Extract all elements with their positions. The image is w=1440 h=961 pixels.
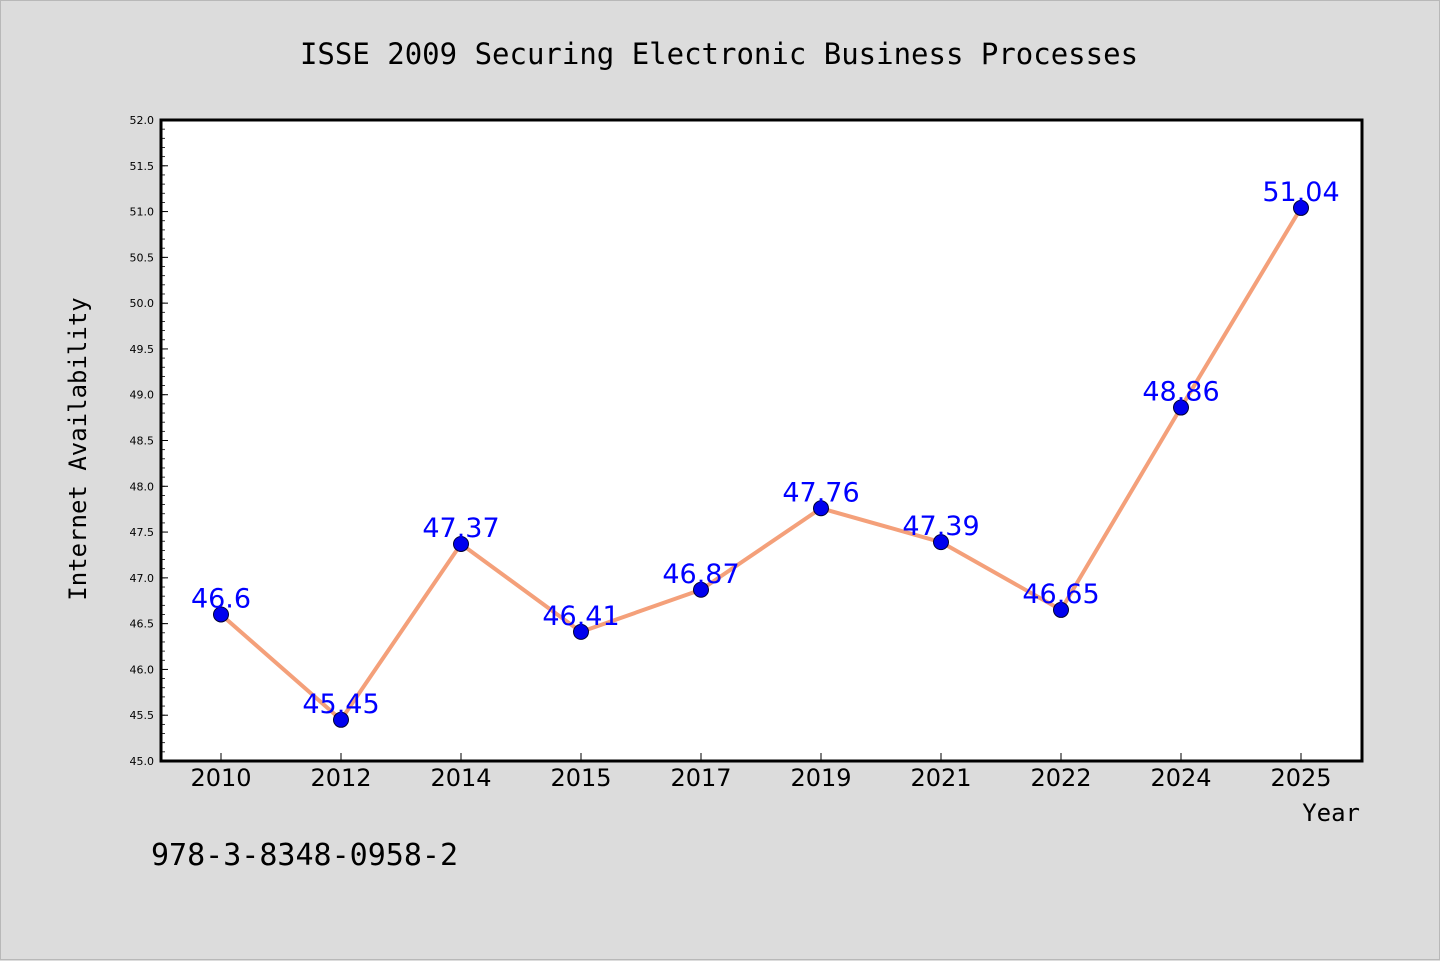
x-tick-label: 2010 [190,764,251,792]
chart-title: ISSE 2009 Securing Electronic Business P… [300,37,1138,71]
data-label: 51.04 [1262,177,1339,208]
y-tick-label: 50.0 [130,297,155,310]
data-label: 46.87 [662,559,739,590]
y-tick-label: 48.0 [130,480,155,493]
plot-area [159,118,1364,763]
data-label: 46.65 [1022,579,1099,610]
y-tick-label: 46.0 [130,663,155,676]
x-tick-label: 2012 [310,764,371,792]
y-tick-label: 45.0 [130,755,155,768]
data-point [813,500,829,517]
y-axis-label: Internet Availability [64,297,92,600]
data-label: 46.41 [542,601,619,632]
data-point [453,535,469,552]
data-point [933,534,949,551]
x-tick-label: 2015 [550,764,611,792]
y-tick-label: 46.5 [130,618,155,631]
y-tick-label: 52.0 [130,114,155,127]
data-point [1173,399,1189,416]
data-label: 47.37 [422,513,499,544]
data-label: 48.86 [1142,377,1219,408]
x-axis: 2010 2012 2014 2015 2017 2019 2021 2022 2024 2025 [190,753,1332,792]
data-label: 45.45 [302,689,379,720]
y-tick-label: 47.5 [130,526,155,539]
y-tick-label: 49.5 [130,343,155,356]
x-tick-label: 2014 [430,764,491,792]
y-tick-label: 51.5 [130,160,155,173]
data-label: 47.76 [782,477,859,508]
data-point [1293,199,1309,216]
series-line [219,205,1303,722]
y-tick-label: 50.5 [130,251,155,264]
y-tick-label: 48.5 [130,435,155,448]
data-point [333,711,349,728]
data-label: 47.39 [902,511,979,542]
y-tick-label: 51.0 [130,206,155,219]
y-axis: 45.0 45.5 46.0 46.5 47.0 47.5 48.0 48.5 49.0 49.5… [130,114,168,768]
data-point [693,581,709,598]
x-tick-label: 2024 [1150,764,1211,792]
series-layer: 46.6 45.45 47.37 46.41 46.87 47.76 47.39 46.65 4… [191,177,1340,728]
y-tick-label: 47.0 [130,572,155,585]
isbn-footer: 978-3-8348-0958-2 [151,838,458,873]
x-tick-label: 2025 [1270,764,1331,792]
data-label: 46.6 [191,583,251,614]
x-tick-label: 2019 [790,764,851,792]
x-tick-label: 2017 [670,764,731,792]
y-tick-label: 45.5 [130,709,155,722]
data-point [1053,601,1069,618]
x-tick-label: 2021 [910,764,971,792]
x-axis-label: Year [1302,799,1360,827]
x-tick-label: 2022 [1030,764,1091,792]
data-point [573,623,589,640]
y-tick-label: 49.0 [130,389,155,402]
data-point [213,606,229,623]
